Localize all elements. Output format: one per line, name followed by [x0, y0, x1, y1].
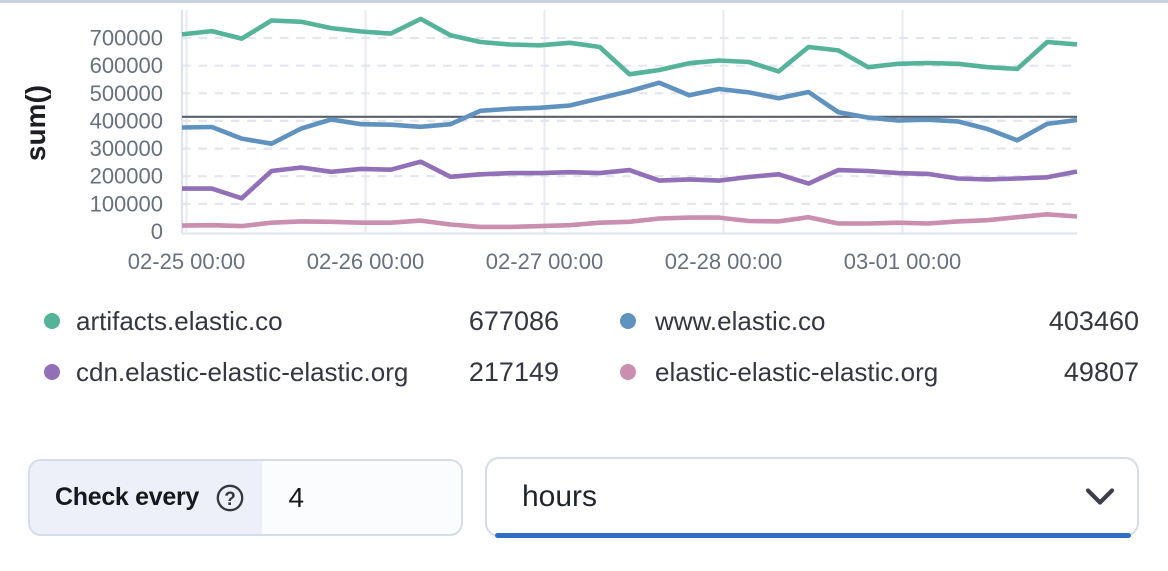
svg-text:0: 0: [151, 219, 163, 244]
svg-text:100000: 100000: [90, 191, 163, 216]
svg-text:600000: 600000: [90, 53, 163, 78]
svg-text:700000: 700000: [90, 26, 163, 51]
svg-text:300000: 300000: [90, 136, 163, 161]
svg-text:200000: 200000: [90, 164, 163, 189]
svg-text:sum(): sum(): [20, 85, 51, 161]
svg-text:02-28 00:00: 02-28 00:00: [665, 249, 782, 274]
svg-text:400000: 400000: [90, 108, 163, 133]
svg-text:02-27 00:00: 02-27 00:00: [486, 249, 603, 274]
svg-text:02-25 00:00: 02-25 00:00: [128, 249, 245, 274]
svg-text:03-01 00:00: 03-01 00:00: [844, 249, 961, 274]
svg-text:500000: 500000: [90, 81, 163, 106]
svg-text:02-26 00:00: 02-26 00:00: [307, 249, 424, 274]
svg-text:?: ?: [224, 489, 236, 510]
